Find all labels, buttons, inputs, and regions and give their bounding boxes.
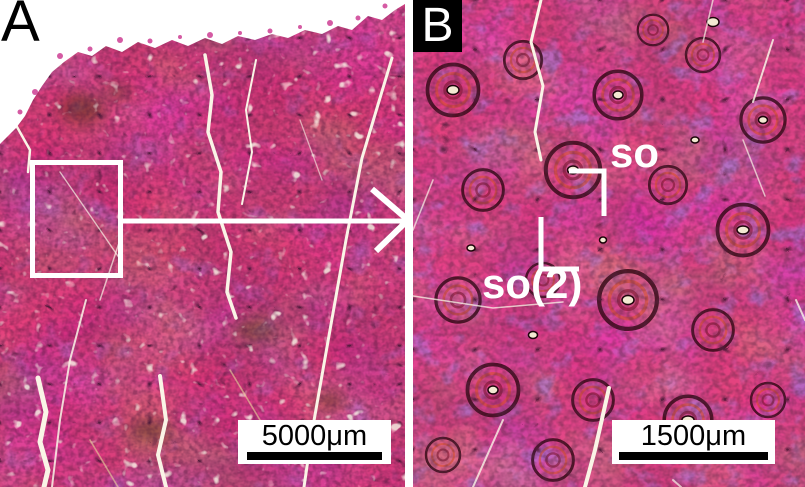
- panel-a-tissue-layers: [0, 0, 405, 487]
- panel-a-scalebar-text: 5000μm: [261, 420, 368, 452]
- panel-b-scalebar-bar: [619, 452, 768, 460]
- figure-panel-b: B 1500μm: [413, 0, 805, 487]
- panel-a-specimen-edge: [0, 0, 405, 144]
- panel-b-scalebar: 1500μm: [612, 420, 775, 464]
- panel-divider: [405, 0, 413, 487]
- panel-a-micrograph-texture: [0, 0, 405, 487]
- panel-b-label-box: B: [413, 0, 462, 52]
- panel-b-micrograph-texture: [413, 0, 805, 487]
- figure-panel-a: A 5000μm: [0, 0, 405, 487]
- annotation-so: so: [610, 129, 660, 176]
- panel-b-white-veins: [413, 0, 805, 487]
- panel-a-scalebar: 5000μm: [238, 420, 391, 464]
- panel-a-scalebar-bar: [247, 452, 382, 460]
- panel-b-label: B: [421, 0, 454, 52]
- panel-a-label: A: [1, 0, 40, 54]
- annotation-so2: so(2): [482, 260, 583, 307]
- panel-a-white-veins: [10, 53, 394, 487]
- panel-b-scalebar-text: 1500μm: [640, 420, 747, 452]
- panel-b-tissue-overlays: [413, 0, 805, 487]
